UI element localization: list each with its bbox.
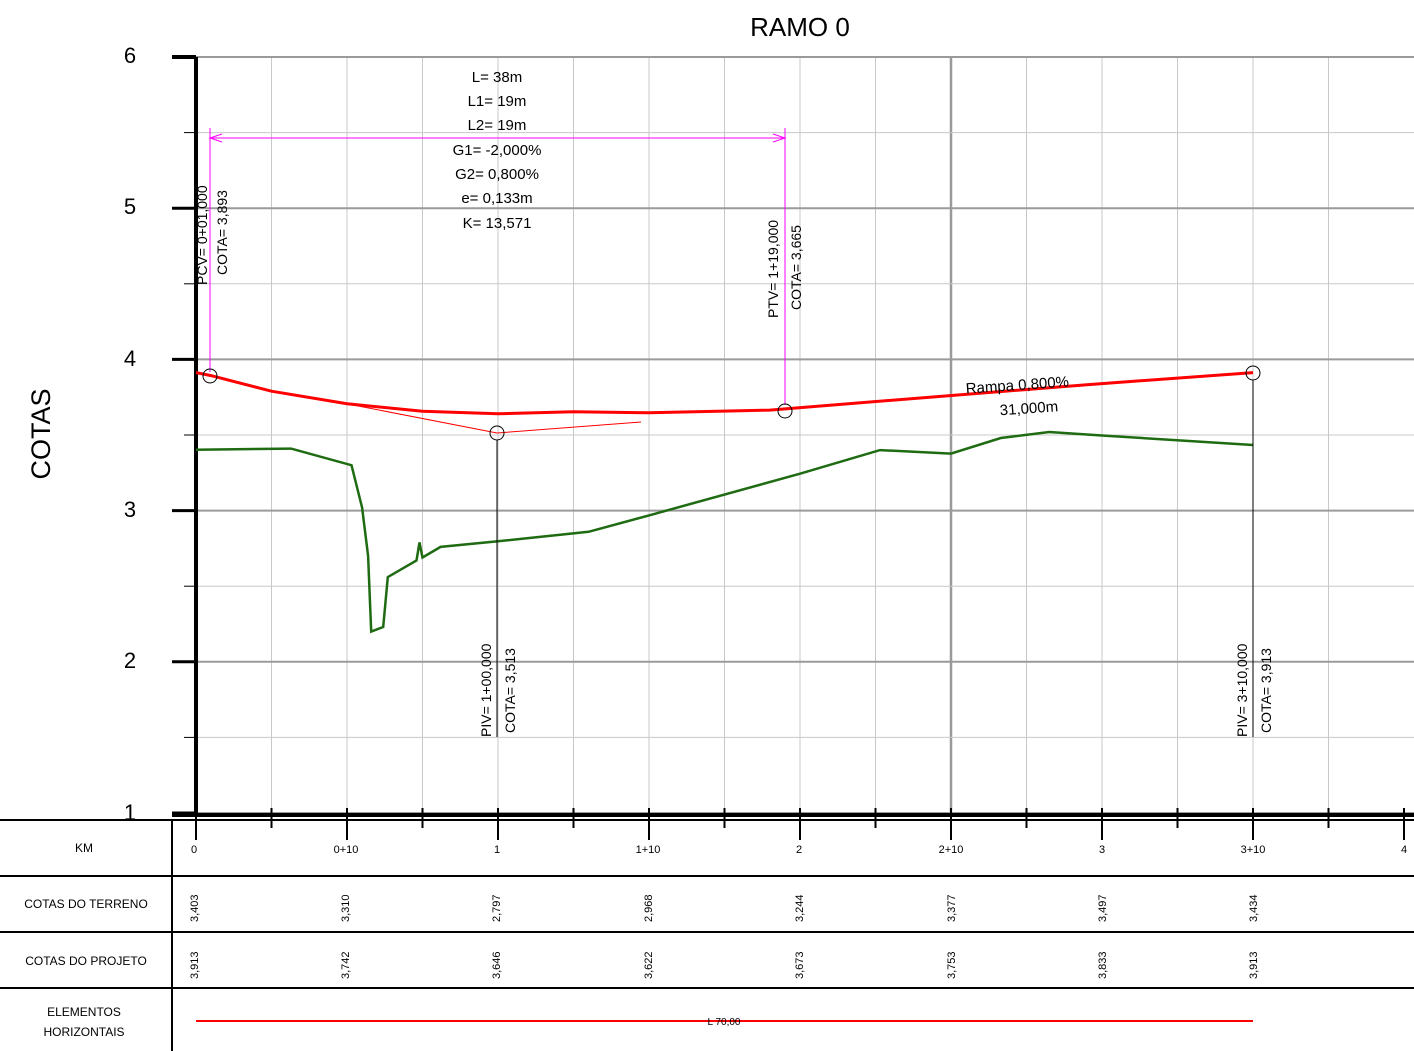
terreno-value: 2,797 (491, 894, 503, 922)
km-value: 0 (191, 844, 197, 856)
grid (195, 56, 1414, 814)
param-L: L= 38m (472, 69, 522, 86)
param-e: e= 0,133m (461, 190, 532, 207)
y-axis (172, 55, 198, 815)
piv1-marker (489, 425, 505, 441)
tangent-lines (352, 404, 642, 434)
terreno-value: 3,377 (946, 894, 958, 922)
terreno-value: 2,968 (643, 894, 655, 922)
projeto-value: 3,742 (340, 951, 352, 979)
km-values: 0 0+10 1 1+10 2 2+10 3 3+10 4 (191, 844, 1407, 856)
km-value: 2 (796, 844, 802, 856)
terreno-values: 3,403 3,310 2,797 2,968 3,244 3,377 3,49… (189, 894, 1260, 922)
y-tick-label: 4 (124, 346, 136, 371)
row-label-projeto: COTAS DO PROJETO (25, 954, 147, 968)
project-line (196, 371, 1254, 416)
y-tick-label: 2 (124, 648, 136, 673)
horizontal-element-label: L 70,00 (708, 1017, 741, 1028)
x-ticks (195, 808, 1405, 840)
param-K: K= 13,571 (463, 215, 532, 232)
projeto-value: 3,913 (1248, 951, 1260, 979)
piv2-marker (1245, 365, 1261, 381)
terreno-value: 3,434 (1248, 894, 1260, 922)
km-value: 1 (494, 844, 500, 856)
ptv-label: PTV= 1+19,000 (765, 220, 781, 318)
piv1-label: PIV= 1+00,000 (478, 643, 494, 737)
row-label-terreno: COTAS DO TERRENO (24, 897, 148, 911)
km-value: 0+10 (334, 844, 359, 856)
y-tick-label: 3 (124, 497, 136, 522)
param-L1: L1= 19m (468, 93, 527, 110)
rampa-length: 31,000m (999, 398, 1058, 419)
km-value: 2+10 (939, 844, 964, 856)
y-tick-label: 6 (124, 43, 136, 68)
param-G1: G1= -2,000% (453, 142, 542, 159)
curve-dimension (208, 128, 787, 405)
km-value: 3 (1099, 844, 1105, 856)
row-label-horizontais: HORIZONTAIS (43, 1025, 124, 1039)
projeto-value: 3,913 (189, 951, 201, 979)
projeto-value: 3,673 (794, 951, 806, 979)
ptv-marker (777, 403, 793, 419)
param-L2: L2= 19m (468, 117, 527, 134)
row-label-km: KM (75, 841, 93, 855)
projeto-value: 3,833 (1097, 951, 1109, 979)
chart-title: RAMO 0 (750, 12, 850, 42)
piv2-cota: COTA= 3,913 (1258, 648, 1274, 733)
ptv-cota: COTA= 3,665 (788, 225, 804, 310)
projeto-value: 3,622 (643, 951, 655, 979)
pcv-cota: COTA= 3,893 (214, 190, 230, 275)
terreno-value: 3,310 (340, 894, 352, 922)
terrain-line (196, 430, 1254, 634)
curve-parameters: L= 38m L1= 19m L2= 19m G1= -2,000% G2= 0… (453, 69, 542, 232)
km-value: 4 (1401, 844, 1407, 856)
terreno-value: 3,244 (794, 894, 806, 922)
pcv-marker (202, 368, 218, 384)
terreno-value: 3,403 (189, 894, 201, 922)
km-value: 3+10 (1241, 844, 1266, 856)
terreno-value: 3,497 (1097, 894, 1109, 922)
piv1-cota: COTA= 3,513 (502, 648, 518, 733)
km-value: 1+10 (636, 844, 661, 856)
piv2-label: PIV= 3+10,000 (1234, 643, 1250, 737)
projeto-value: 3,646 (491, 951, 503, 979)
projeto-value: 3,753 (946, 951, 958, 979)
row-label-elementos: ELEMENTOS (47, 1005, 121, 1019)
param-G2: G2= 0,800% (455, 166, 539, 183)
pcv-label: PCV= 0+01,000 (194, 185, 210, 285)
y-axis-label: COTAS (26, 388, 56, 479)
projeto-values: 3,913 3,742 3,646 3,622 3,673 3,753 3,83… (189, 951, 1260, 979)
y-tick-label: 5 (124, 194, 136, 219)
profile-table: KM COTAS DO TERRENO COTAS DO PROJETO ELE… (0, 819, 1414, 1051)
rampa-grade: Rampa 0,800% (965, 373, 1069, 397)
y-tick-label: 1 (124, 800, 136, 825)
y-tick-labels: 1 2 3 4 5 6 (124, 43, 136, 825)
rampa-annotation: Rampa 0,800% 31,000m (965, 373, 1069, 419)
